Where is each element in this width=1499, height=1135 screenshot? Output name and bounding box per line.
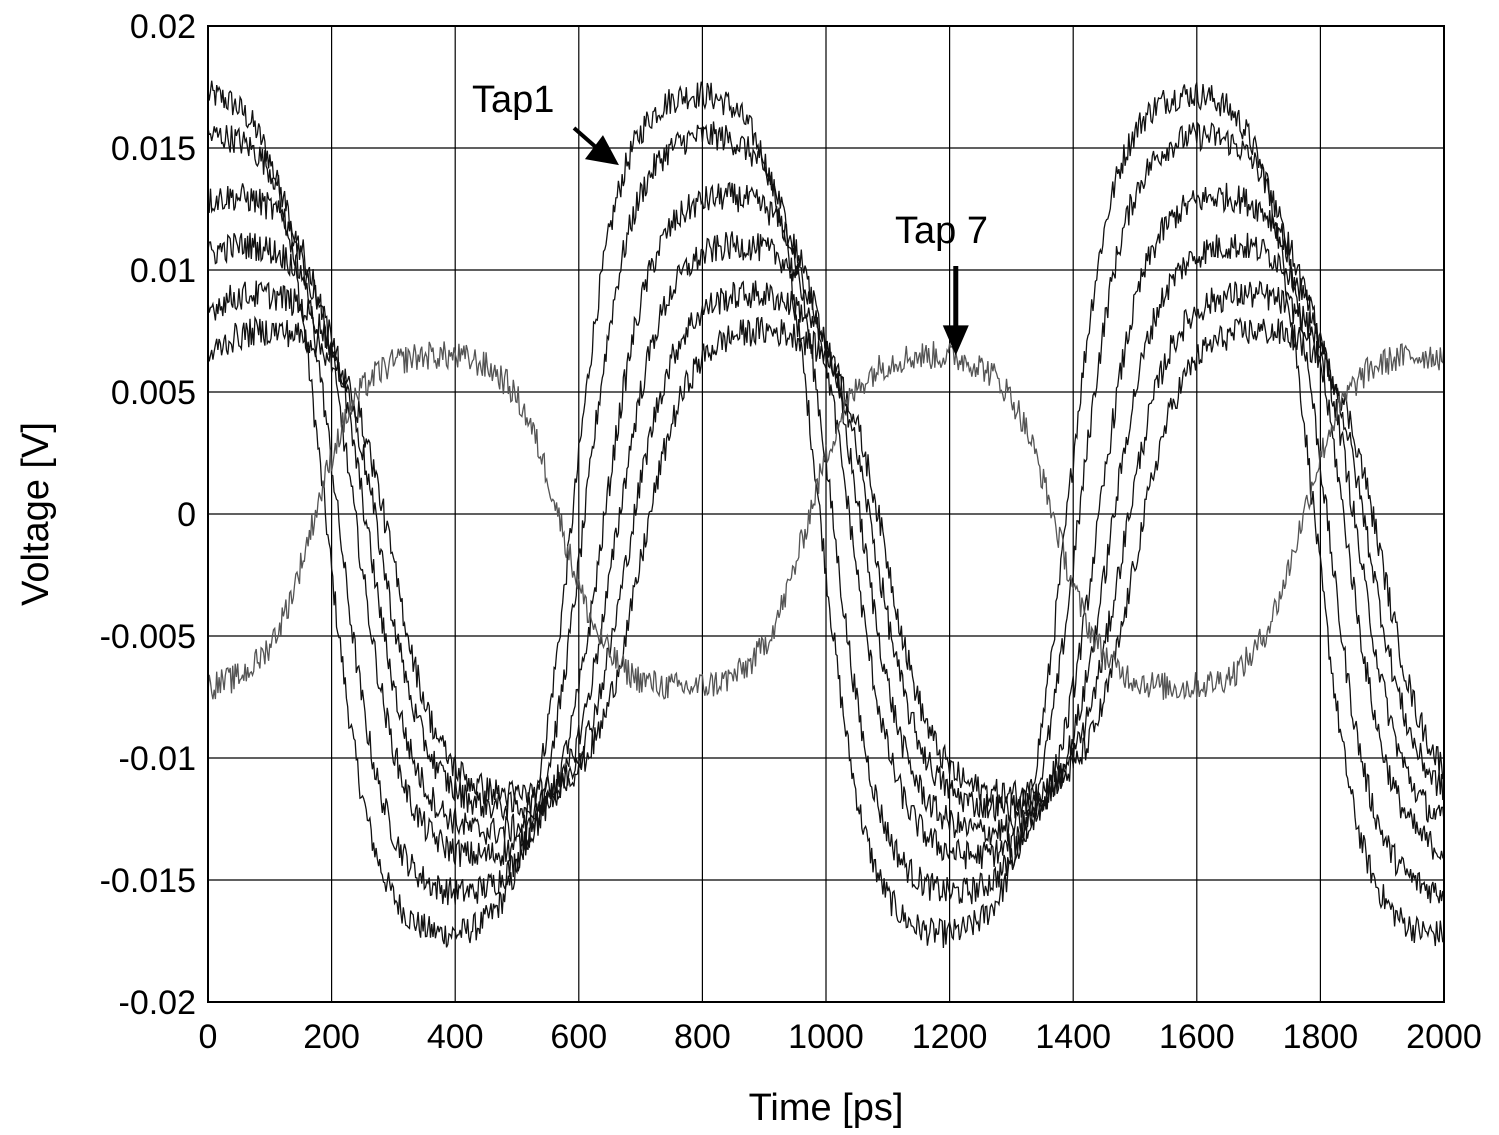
annotation-label-tap7: Tap 7 — [895, 210, 988, 252]
x-tick-label: 400 — [427, 1018, 484, 1056]
x-tick-label: 1600 — [1159, 1018, 1235, 1056]
x-tick-label: 1200 — [912, 1018, 988, 1056]
y-tick-label: -0.01 — [119, 740, 197, 778]
x-tick-label: 600 — [550, 1018, 607, 1056]
x-tick-label: 200 — [303, 1018, 360, 1056]
y-tick-label: 0.02 — [130, 8, 196, 46]
y-axis-title: Voltage [V] — [15, 422, 57, 606]
series-line-7 — [207, 341, 1445, 701]
y-tick-label: 0.01 — [130, 252, 196, 290]
annotation-arrowhead-tap7 — [942, 325, 969, 356]
x-tick-label: 800 — [674, 1018, 731, 1056]
y-tick-label: 0 — [177, 496, 196, 534]
series-line-1 — [207, 80, 1445, 949]
x-tick-label: 1400 — [1035, 1018, 1111, 1056]
x-tick-label: 1800 — [1283, 1018, 1359, 1056]
x-tick-label: 2000 — [1406, 1018, 1482, 1056]
grid-lines — [207, 25, 1445, 1003]
series-line-2 — [207, 121, 1445, 906]
annotation-arrowhead-tap1 — [584, 135, 619, 166]
x-axis-ticks: 0 200 400 600 800 1000 1200 1400 1600 1800 2000 — [199, 1018, 1482, 1056]
series-line-5 — [207, 280, 1445, 822]
y-axis-ticks: -0.02 -0.015 -0.01 -0.005 0 0.005 0.01 0.015 0.0… — [100, 8, 196, 1022]
y-tick-label: 0.005 — [111, 374, 196, 412]
x-tick-label: 1000 — [788, 1018, 864, 1056]
annotations: Tap1 Tap 7 — [472, 79, 988, 356]
x-axis-title: Time [ps] — [749, 1087, 904, 1129]
y-tick-label: 0.015 — [111, 130, 196, 168]
y-tick-label: -0.005 — [100, 618, 196, 656]
series-line-6 — [207, 315, 1445, 809]
y-tick-label: -0.015 — [100, 862, 196, 900]
series-group — [207, 80, 1445, 949]
plot-frame — [207, 25, 1445, 1003]
y-tick-label: -0.02 — [119, 984, 197, 1022]
x-tick-label: 0 — [199, 1018, 218, 1056]
annotation-label-tap1: Tap1 — [472, 79, 554, 121]
